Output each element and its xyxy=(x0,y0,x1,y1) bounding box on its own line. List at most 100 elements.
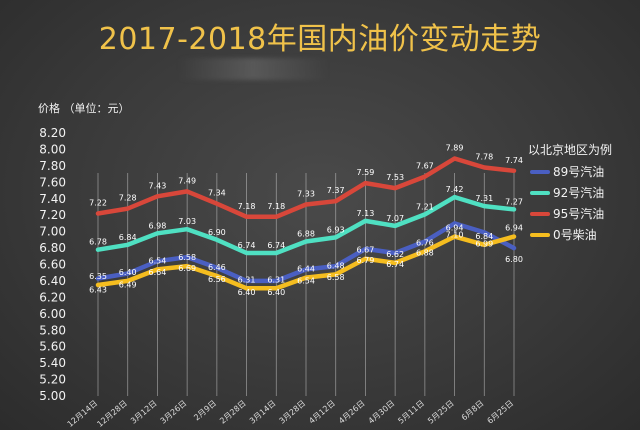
data-label: 6.64 xyxy=(149,268,167,277)
y-tick-label: 5.80 xyxy=(39,323,66,337)
data-label: 6.88 xyxy=(416,248,434,257)
data-label: 6.94 xyxy=(446,224,464,233)
data-label: 7.53 xyxy=(386,173,404,182)
data-label: 6.88 xyxy=(297,229,315,238)
legend-item-label: 0号柴油 xyxy=(553,228,597,242)
x-tick-label: 3月12日 xyxy=(129,399,159,426)
data-label: 7.10 xyxy=(446,230,464,239)
data-label: 6.40 xyxy=(267,288,285,297)
y-tick-label: 6.40 xyxy=(39,274,66,288)
y-tick-label: 5.60 xyxy=(39,340,66,354)
data-label: 7.89 xyxy=(446,143,464,152)
data-label: 7.49 xyxy=(178,176,196,185)
data-label: 6.49 xyxy=(119,281,137,290)
x-tick-label: 3月26日 xyxy=(159,399,189,426)
data-label: 7.18 xyxy=(267,202,285,211)
data-label: 7.33 xyxy=(297,190,315,199)
series-lines xyxy=(95,156,517,291)
y-tick-label: 8.20 xyxy=(39,126,66,140)
data-label: 6.56 xyxy=(208,275,226,284)
x-tick-label: 12月14日 xyxy=(66,399,100,429)
x-tick-label: 6月25日 xyxy=(486,399,516,426)
data-label: 6.74 xyxy=(386,260,404,269)
y-tick-label: 7.40 xyxy=(39,192,66,206)
data-labels: 6.43 6.49 6.64 6.69 6.56 6.40 6.40 6.54 6.58 6.79… xyxy=(89,143,523,296)
data-label: 7.27 xyxy=(505,197,523,206)
data-label: 7.74 xyxy=(505,156,523,165)
data-label: 7.22 xyxy=(89,199,107,208)
data-label: 6.58 xyxy=(327,273,345,282)
data-label: 7.78 xyxy=(475,153,493,162)
y-tick-label: 7.60 xyxy=(39,175,66,189)
data-label: 6.98 xyxy=(149,221,167,230)
data-label: 6.43 xyxy=(89,285,107,294)
data-label: 6.46 xyxy=(208,263,226,272)
x-tick-label: 4月30日 xyxy=(367,399,397,426)
y-tick-label: 7.00 xyxy=(39,225,66,239)
data-label: 6.58 xyxy=(178,253,196,262)
y-tick-label: 6.60 xyxy=(39,258,66,272)
data-label: 6.62 xyxy=(386,250,404,259)
series-line xyxy=(95,156,517,220)
data-label: 6.80 xyxy=(505,255,523,264)
data-label: 7.37 xyxy=(327,186,345,195)
legend-item-label: 89号汽油 xyxy=(553,164,604,179)
y-tick-label: 5.00 xyxy=(39,389,66,403)
data-label: 6.78 xyxy=(89,238,107,247)
legend-title: 以北京地区为例 xyxy=(528,143,612,157)
y-axis-label: 价格 （单位：元） xyxy=(38,101,130,115)
y-tick-label: 5.20 xyxy=(39,373,66,387)
y-tick-label: 6.20 xyxy=(39,290,66,304)
y-axis-ticks: 8.20 8.00 7.80 7.60 7.40 7.20 7.00 6.80 6.60 6.40… xyxy=(39,126,66,403)
data-label: 7.07 xyxy=(386,214,404,223)
x-tick-label: 2月28日 xyxy=(218,399,248,426)
y-tick-label: 8.00 xyxy=(39,142,66,156)
x-tick-label: 5月11日 xyxy=(396,399,426,426)
y-tick-label: 6.80 xyxy=(39,241,66,255)
data-label: 6.31 xyxy=(267,275,285,284)
data-label: 6.69 xyxy=(178,264,196,273)
y-tick-label: 7.20 xyxy=(39,208,66,222)
data-label: 7.21 xyxy=(416,202,434,211)
data-label: 7.28 xyxy=(119,194,137,203)
data-label: 7.42 xyxy=(446,185,464,194)
data-label: 6.84 xyxy=(475,232,493,241)
data-label: 7.67 xyxy=(416,162,434,171)
data-label: 6.54 xyxy=(297,276,315,285)
data-label: 6.48 xyxy=(327,261,345,270)
data-label: 6.40 xyxy=(238,288,256,297)
data-label: 6.54 xyxy=(149,256,167,265)
data-label: 6.99 xyxy=(475,239,493,248)
data-label: 6.35 xyxy=(89,272,107,281)
x-tick-label: 12月28日 xyxy=(95,399,129,429)
x-tick-label: 4月12日 xyxy=(307,399,337,426)
data-label: 7.13 xyxy=(357,209,375,218)
data-label: 6.40 xyxy=(119,268,137,277)
x-tick-label: 6月8日 xyxy=(460,399,486,423)
series-line xyxy=(95,221,517,284)
legend-item-label: 95号汽油 xyxy=(553,206,604,221)
y-tick-label: 5.40 xyxy=(39,356,66,370)
data-label: 7.31 xyxy=(475,194,493,203)
data-label: 7.43 xyxy=(149,181,167,190)
data-label: 7.03 xyxy=(178,217,196,226)
x-tick-label: 5月25日 xyxy=(426,399,456,426)
data-label: 6.67 xyxy=(357,246,375,255)
x-tick-label: 2月9日 xyxy=(192,399,218,423)
data-label: 7.59 xyxy=(357,168,375,177)
legend: 以北京地区为例 89号汽油 92号汽油 95号汽油 0号柴油 xyxy=(528,143,612,242)
x-tick-label: 3月14日 xyxy=(248,399,278,426)
data-label: 6.90 xyxy=(208,228,226,237)
x-tick-label: 3月28日 xyxy=(278,399,308,426)
data-label: 6.84 xyxy=(119,233,137,242)
data-label: 6.74 xyxy=(238,241,256,250)
data-label: 6.74 xyxy=(267,241,285,250)
data-label: 6.76 xyxy=(416,238,434,247)
series-line xyxy=(95,234,517,291)
legend-item-label: 92号汽油 xyxy=(553,185,604,200)
data-label: 6.31 xyxy=(238,275,256,284)
data-label: 6.94 xyxy=(505,224,523,233)
y-tick-label: 7.80 xyxy=(39,159,66,173)
